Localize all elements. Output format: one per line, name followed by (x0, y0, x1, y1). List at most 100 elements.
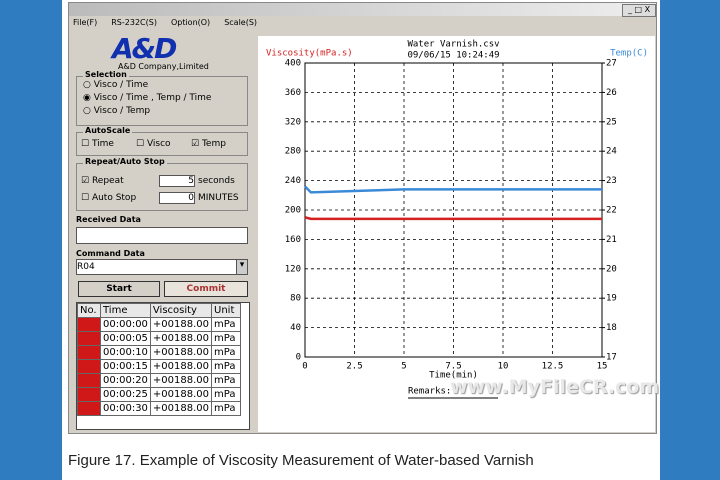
y-tick-label: 80 (290, 294, 301, 304)
radio[interactable]: ○ Visco / Time (83, 80, 149, 90)
command-label: Command Data (76, 249, 145, 258)
menu-item[interactable]: File(F) (73, 18, 98, 27)
y-tick-label: 120 (285, 264, 301, 274)
received-label: Received Data (76, 215, 141, 224)
table-row: 00:00:15 +00188.00 mPa (77, 359, 242, 374)
cell: mPa (211, 401, 242, 416)
cell: mPa (211, 345, 242, 360)
y2-tick-label: 23 (606, 176, 617, 186)
column-header: No. (77, 303, 101, 318)
x-tick-label: 7.5 (445, 362, 461, 372)
cell: 00:00:00 (100, 317, 151, 332)
chart-bg (258, 36, 655, 432)
repeat-checkbox[interactable]: ☑ Repeat (81, 176, 124, 186)
y-tick-label: 0 (296, 353, 301, 363)
y2-tick-label: 17 (606, 353, 617, 363)
y-axis-label: Viscosity(mPa.s) (266, 49, 353, 59)
logo: A&D (112, 32, 177, 65)
row-marker (77, 331, 101, 346)
cell: 00:00:30 (100, 401, 151, 416)
unit: seconds (198, 176, 235, 186)
group-title: Selection (83, 70, 129, 79)
unit: MINUTES (198, 193, 239, 203)
y-tick-label: 200 (285, 206, 301, 216)
start-button[interactable]: Start (78, 281, 160, 297)
autoscale-group: AutoScale ☐ Time ☐ Visco ☑ Temp (76, 126, 248, 156)
cell: mPa (211, 387, 242, 402)
y2-tick-label: 20 (606, 264, 617, 274)
y-tick-label: 360 (285, 88, 301, 98)
group-title: Repeat/Auto Stop (83, 157, 167, 166)
window-controls[interactable]: _ □ X (622, 4, 656, 17)
menu-item[interactable]: Scale(S) (224, 18, 258, 27)
remarks: Remarks: (408, 387, 451, 397)
table-header: No. Time Viscosity Unit (77, 303, 242, 318)
repeat-input[interactable]: 5 (159, 175, 195, 187)
row-marker (77, 401, 101, 416)
y2-tick-label: 24 (606, 147, 617, 157)
logo-company: A&D Company,Limited (118, 62, 209, 71)
column-header: Time (100, 303, 151, 318)
y-tick-label: 320 (285, 117, 301, 127)
title-bar (69, 3, 656, 16)
checkbox[interactable]: ☐ Visco (136, 139, 171, 149)
table-row: 00:00:00 +00188.00 mPa (77, 317, 242, 332)
cell: +00188.00 (149, 373, 213, 388)
label: Repeat (91, 176, 124, 186)
radio-label: Visco / Temp (93, 106, 151, 116)
radio-label: Visco / Time (93, 80, 149, 90)
y2-axis-label: Temp(C) (610, 49, 648, 59)
y2-tick-label: 27 (606, 59, 617, 69)
cell: +00188.00 (149, 401, 213, 416)
y2-tick-label: 22 (606, 206, 617, 216)
cell: 00:00:05 (100, 331, 151, 346)
plot-frame (304, 62, 603, 358)
y-tick-label: 400 (285, 59, 301, 69)
checkbox-label: Visco (146, 139, 171, 149)
y2-tick-label: 19 (606, 294, 617, 304)
y2-tick-label: 26 (606, 88, 617, 98)
watermark: www.MyFileCR.com (450, 376, 660, 398)
dropdown-arrow[interactable]: ▾ (236, 259, 248, 275)
y-tick-label: 280 (285, 147, 301, 157)
repeat-group: Repeat/Auto Stop ☑ Repeat 5 seconds ☐ Au… (76, 157, 248, 211)
autostop-input[interactable]: 0 (159, 192, 195, 204)
cell: +00188.00 (149, 359, 213, 374)
command-dropdown[interactable]: R04 (76, 259, 238, 275)
cell: 00:00:10 (100, 345, 151, 360)
menu-item[interactable]: RS-232C(S) (111, 18, 157, 27)
chart-title: Water Varnish.csv (407, 40, 499, 50)
x-tick-label: 0 (302, 362, 307, 372)
checkbox[interactable]: ☐ Time (81, 139, 114, 149)
radio[interactable]: ◉ Visco / Time , Temp / Time (83, 93, 212, 103)
y-tick-label: 240 (285, 176, 301, 186)
menu-item[interactable]: Option(O) (170, 18, 211, 27)
y2-tick-label: 21 (606, 235, 617, 245)
row-marker (77, 317, 101, 332)
commit-button[interactable]: Commit (164, 281, 248, 297)
y2-tick-label: 25 (606, 117, 617, 127)
cell: +00188.00 (149, 331, 213, 346)
x-tick-label: 15 (597, 362, 608, 372)
chart-subtitle: 09/06/15 10:24:49 (407, 51, 499, 61)
selection-group: Selection ○ Visco / Time ◉ Visco / Time , … (76, 70, 248, 126)
radio[interactable]: ○ Visco / Temp (83, 106, 151, 116)
y-tick-label: 160 (285, 235, 301, 245)
y2-tick-label: 18 (606, 323, 617, 333)
caption: Figure 17. Example of Viscosity Measurem… (68, 452, 534, 469)
cell: 00:00:20 (100, 373, 151, 388)
label: Auto Stop (91, 193, 137, 203)
received-input[interactable] (76, 227, 248, 244)
row-marker (77, 359, 101, 374)
x-tick-label: 2.5 (346, 362, 362, 372)
autostop-checkbox[interactable]: ☐ Auto Stop (81, 193, 137, 203)
series-line (304, 216, 602, 221)
checkbox-label: Temp (201, 139, 226, 149)
cell: mPa (211, 359, 242, 374)
checkbox[interactable]: ☑ Temp (191, 139, 226, 149)
table-row: 00:00:20 +00188.00 mPa (77, 373, 242, 388)
cell: mPa (211, 331, 242, 346)
table-row: 00:00:30 +00188.00 mPa (77, 401, 242, 416)
cell: 00:00:15 (100, 359, 151, 374)
